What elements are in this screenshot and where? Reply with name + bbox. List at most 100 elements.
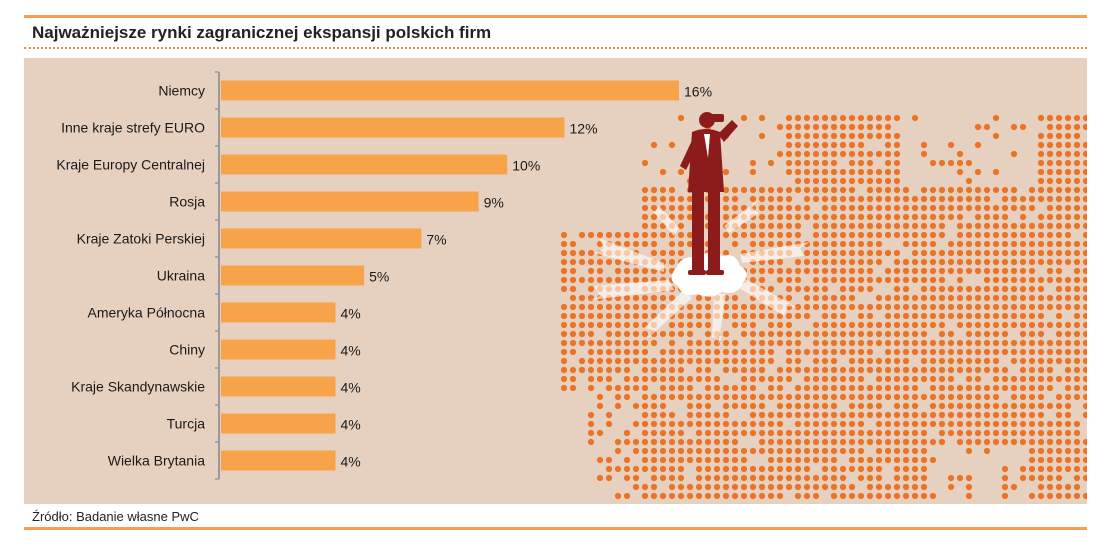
map-dot (821, 285, 829, 293)
map-dot (776, 186, 784, 194)
map-dot (794, 411, 802, 419)
map-dot (686, 420, 694, 428)
map-dot (731, 321, 739, 329)
map-dot (857, 114, 865, 122)
map-dot (1064, 150, 1072, 158)
map-dot (911, 249, 919, 257)
map-dot (767, 267, 775, 275)
map-dot (929, 492, 937, 500)
map-dot (596, 393, 604, 401)
map-dot (875, 465, 883, 473)
map-dot (839, 132, 847, 140)
bar (221, 191, 479, 212)
map-dot (974, 339, 982, 347)
map-dot (938, 213, 946, 221)
map-dot (848, 492, 856, 500)
map-dot (875, 240, 883, 248)
map-dot (992, 168, 1000, 176)
map-dot (830, 177, 838, 185)
map-dot (677, 204, 685, 212)
map-dot (983, 420, 991, 428)
map-dot (938, 348, 946, 356)
map-dot (740, 366, 748, 374)
map-dot (659, 447, 667, 455)
map-dot (839, 195, 847, 203)
map-dot (1019, 267, 1027, 275)
map-dot (596, 231, 604, 239)
map-dot (623, 357, 631, 365)
map-dot (911, 465, 919, 473)
map-dot (812, 258, 820, 266)
map-dot (1037, 330, 1045, 338)
map-dot (893, 168, 901, 176)
map-dot (830, 132, 838, 140)
map-dot (884, 177, 892, 185)
map-dot (650, 447, 658, 455)
map-dot (794, 204, 802, 212)
map-dot (1001, 474, 1009, 482)
map-dot (1046, 150, 1054, 158)
map-dot (821, 294, 829, 302)
map-dot (704, 303, 712, 311)
map-dot (758, 240, 766, 248)
map-dot (1073, 114, 1081, 122)
map-dot (758, 366, 766, 374)
map-dot (830, 276, 838, 284)
map-dot (947, 474, 955, 482)
map-dot (1055, 402, 1063, 410)
map-dot (794, 114, 802, 122)
map-dot (722, 195, 730, 203)
map-dot (650, 411, 658, 419)
map-dot (623, 348, 631, 356)
map-dot (776, 240, 784, 248)
map-dot (884, 447, 892, 455)
map-dot (587, 429, 595, 437)
map-dot (731, 456, 739, 464)
map-dot (614, 321, 622, 329)
businessman-with-binoculars-icon (590, 112, 810, 346)
map-dot (884, 114, 892, 122)
map-dot (767, 240, 775, 248)
map-dot (830, 447, 838, 455)
map-dot (1082, 330, 1087, 338)
map-dot (1073, 321, 1081, 329)
map-dot (785, 159, 793, 167)
map-dot (830, 186, 838, 194)
map-dot (929, 276, 937, 284)
map-dot (956, 420, 964, 428)
map-dot (1001, 411, 1009, 419)
map-dot (1064, 258, 1072, 266)
map-dot (1028, 438, 1036, 446)
map-dot (776, 276, 784, 284)
map-dot (668, 492, 676, 500)
map-dot (902, 267, 910, 275)
map-dot (722, 465, 730, 473)
map-dot (830, 168, 838, 176)
map-dot (992, 132, 1000, 140)
map-dot (641, 303, 649, 311)
map-dot (1037, 231, 1045, 239)
map-dot (749, 366, 757, 374)
map-dot (974, 249, 982, 257)
map-dot (1082, 258, 1087, 266)
map-dot (1037, 249, 1045, 257)
map-dot (866, 384, 874, 392)
map-dot (677, 195, 685, 203)
map-dot (848, 222, 856, 230)
map-dot (839, 366, 847, 374)
map-dot (875, 303, 883, 311)
map-dot (893, 483, 901, 491)
map-dot (650, 465, 658, 473)
map-dot (893, 276, 901, 284)
map-dot (911, 483, 919, 491)
map-dot (1055, 339, 1063, 347)
map-dot (884, 375, 892, 383)
map-dot (1019, 393, 1027, 401)
map-dot (686, 303, 694, 311)
map-dot (893, 312, 901, 320)
map-dot (1010, 222, 1018, 230)
map-dot (659, 456, 667, 464)
map-dot (758, 402, 766, 410)
map-dot (803, 258, 811, 266)
map-dot (893, 132, 901, 140)
